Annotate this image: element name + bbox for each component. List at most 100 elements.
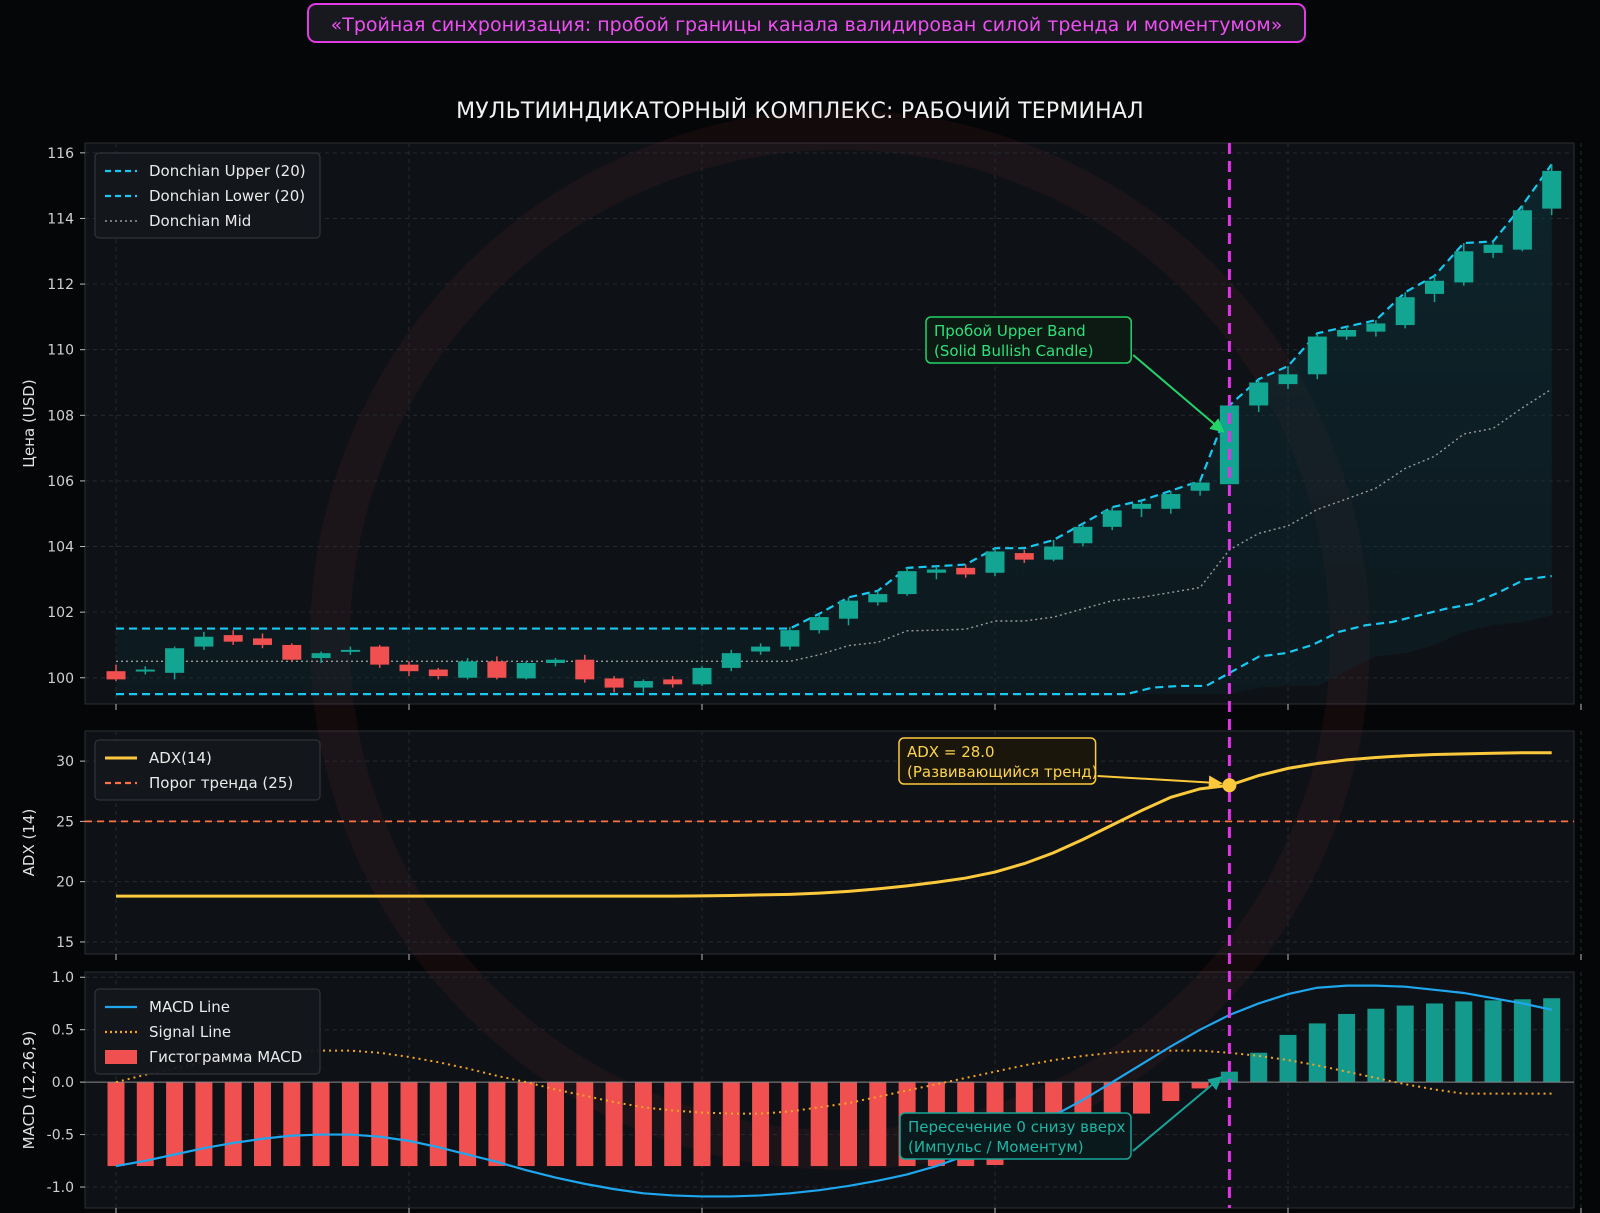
macd-histogram-bar [1162, 1082, 1180, 1102]
bullish-candle [1425, 280, 1444, 294]
macd-histogram-bar [459, 1082, 477, 1167]
macd-histogram-bar [547, 1082, 564, 1167]
bullish-candle [135, 669, 155, 672]
adx-callout-arrow [1097, 775, 1223, 790]
macd-histogram-bar [605, 1082, 623, 1167]
y-tick-label: 25 [56, 814, 74, 830]
bullish-candle [1073, 526, 1093, 544]
bearish-candle [106, 671, 126, 680]
bullish-candle [165, 648, 185, 673]
bullish-candle [546, 659, 565, 663]
y-tick-label: 108 [47, 408, 74, 424]
y-tick-label: -0.5 [47, 1128, 74, 1144]
macd-histogram-bar [371, 1082, 389, 1167]
legend-label: ADX(14) [149, 749, 212, 767]
bullish-candle [985, 551, 1005, 573]
signal-banner: «Тройная синхронизация: пробой границы к… [307, 3, 1306, 43]
bullish-candle [926, 569, 946, 573]
macd-histogram-bar [1543, 998, 1561, 1083]
bullish-candle [897, 571, 917, 595]
adx-callout-box [898, 737, 1097, 785]
macd-histogram-bar [312, 1082, 330, 1167]
adx-panel [84, 730, 1575, 955]
bearish-candle [223, 635, 243, 642]
bullish-candle [1512, 210, 1532, 250]
y-tick-label: 100 [47, 671, 74, 687]
legend-label: Signal Line [149, 1023, 231, 1041]
bullish-candle [780, 630, 800, 647]
y-tick-label: 104 [47, 540, 74, 556]
macd-histogram-bar [1308, 1023, 1326, 1083]
bearish-candle [575, 659, 595, 680]
macd-histogram-bar [1338, 1013, 1356, 1083]
macd-histogram-bar [488, 1082, 506, 1167]
legend-label: Порог тренда (25) [149, 774, 293, 792]
bearish-candle [282, 644, 302, 660]
macd-histogram-bar [517, 1082, 535, 1167]
macd-histogram-bar [634, 1082, 652, 1167]
adx-breakout-dot [1222, 778, 1237, 793]
y-tick-label: -1.0 [47, 1180, 74, 1196]
macd-histogram-bar [1250, 1052, 1268, 1083]
legend-label: MACD Line [149, 998, 230, 1016]
macd-histogram-bar [166, 1082, 184, 1167]
macd-histogram-bar [1455, 1001, 1473, 1083]
bullish-candle [1102, 510, 1122, 527]
macd-legend [94, 988, 321, 1075]
y-tick-label: 0.5 [52, 1023, 74, 1039]
y-tick-label: 114 [47, 211, 74, 227]
donchian-channel-fill [116, 164, 1552, 695]
macd-line [115, 984, 1552, 1198]
macd-histogram-bar [810, 1082, 828, 1167]
y-tick-label: 112 [47, 277, 74, 293]
breakout-callout-text: (Solid Bullish Candle) [934, 342, 1094, 360]
bullish-candle [1132, 503, 1151, 509]
macd-histogram-bar [664, 1082, 682, 1167]
macd-histogram-bar [1279, 1034, 1297, 1083]
bullish-candle [633, 681, 653, 688]
bullish-candle [516, 662, 536, 679]
macd-callout-text: (Импульс / Моментум) [908, 1138, 1084, 1156]
donchian-lower-line [116, 574, 1552, 696]
macd-histogram-bar [136, 1082, 154, 1167]
bullish-candle [1454, 251, 1474, 283]
price-legend [94, 152, 321, 239]
macd-histogram-bar [840, 1082, 857, 1167]
legend-swatch [105, 1050, 137, 1064]
macd-histogram-bar [869, 1082, 887, 1167]
y-tick-label: 0.0 [52, 1075, 74, 1091]
y-axis-label: Цена (USD) [20, 379, 38, 467]
macd-callout-box [899, 1112, 1132, 1160]
bullish-candle [692, 667, 712, 685]
macd-histogram-bar [1220, 1071, 1238, 1083]
y-tick-label: 15 [56, 935, 74, 951]
legend-label: Donchian Mid [149, 212, 251, 230]
bullish-candle [311, 653, 331, 659]
macd-histogram-bar [283, 1082, 301, 1167]
y-tick-label: 102 [47, 605, 74, 621]
bullish-candle [1366, 323, 1386, 332]
macd-histogram-bar [1367, 1008, 1385, 1083]
bullish-candle [1190, 482, 1210, 491]
y-axis-label: ADX (14) [20, 809, 38, 877]
bearish-candle [399, 664, 419, 672]
macd-histogram-bar [429, 1082, 447, 1167]
adx-callout-text: (Развивающийся тренд) [907, 763, 1098, 781]
bullish-candle [751, 646, 771, 652]
macd-histogram-bar [107, 1082, 125, 1167]
legend-label: Donchian Upper (20) [149, 162, 306, 180]
y-tick-label: 1.0 [52, 970, 74, 986]
chart-main-title: МУЛЬТИИНДИКАТОРНЫЙ КОМПЛЕКС: РАБОЧИЙ ТЕР… [456, 99, 1144, 124]
bearish-candle [253, 638, 272, 645]
bullish-candle [721, 653, 741, 668]
bullish-candle [1483, 244, 1503, 253]
y-tick-label: 110 [47, 343, 74, 359]
macd-histogram-bar [254, 1082, 271, 1167]
macd-callout-text: Пересечение 0 снизу вверх [908, 1118, 1126, 1136]
macd-signal-line [115, 1049, 1552, 1115]
y-tick-label: 106 [47, 474, 74, 490]
macd-histogram-bar [576, 1082, 594, 1167]
bearish-candle [428, 669, 448, 677]
macd-histogram-bar [224, 1082, 242, 1167]
